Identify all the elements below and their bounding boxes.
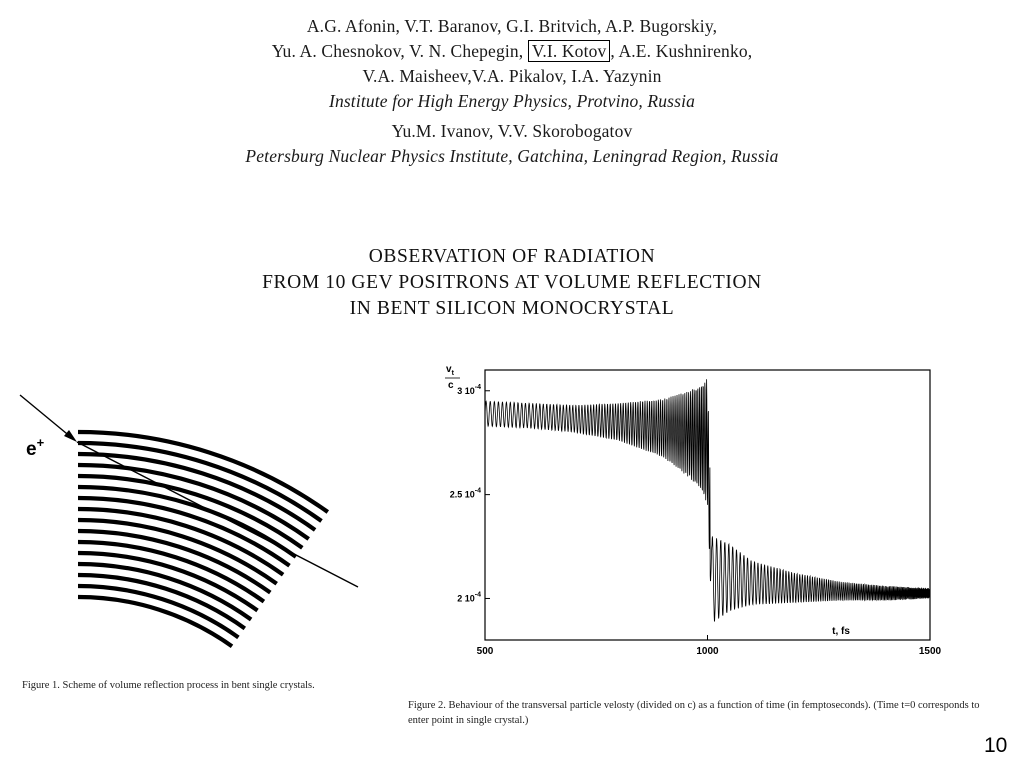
crystal-plane xyxy=(77,583,240,640)
arrow-head-icon xyxy=(64,430,77,442)
crystal-plane xyxy=(77,594,234,649)
figure-1-crystal-diagram: e+ xyxy=(19,394,359,649)
page-number: 10 xyxy=(984,734,1008,757)
figure-2-caption: Figure 2. Behaviour of the transversal p… xyxy=(408,700,980,726)
velocity-oscillation-line xyxy=(484,379,931,622)
crystal-plane xyxy=(77,484,298,559)
author-line-2-post: , A.E. Kushnirenko, xyxy=(610,41,753,61)
y-tick-label: 2.5 10-4 xyxy=(450,488,481,500)
crystal-plane xyxy=(77,572,247,631)
crystal-plane xyxy=(77,528,272,595)
author-block: A.G. Afonin, V.T. Baranov, G.I. Britvich… xyxy=(0,14,1024,169)
y-axis-label-numerator: vt xyxy=(446,364,455,377)
reflected-particle-track xyxy=(76,441,359,588)
crystal-plane xyxy=(77,561,253,622)
y-tick-label: 3 10-4 xyxy=(457,384,481,396)
title-line-3: IN BENT SILICON MONOCRYSTAL xyxy=(349,298,675,319)
author-line-2: Yu. A. Chesnokov, V. N. Chepegin, V.I. K… xyxy=(0,39,1024,64)
institution-pnpi: Petersburg Nuclear Physics Institute, Ga… xyxy=(245,146,779,166)
crystal-plane xyxy=(77,517,278,586)
crystal-plane xyxy=(77,539,266,604)
x-tick-label: 1000 xyxy=(696,646,719,657)
crystal-plane xyxy=(77,462,310,541)
title-line-1: OBSERVATION OF RADIATION xyxy=(368,246,656,267)
x-tick-label: 1500 xyxy=(919,646,942,657)
crystal-planes xyxy=(77,429,330,649)
author-line-1: A.G. Afonin, V.T. Baranov, G.I. Britvich… xyxy=(306,16,718,36)
boxed-author-name: V.I. Kotov xyxy=(527,40,611,62)
incoming-particle-track xyxy=(19,394,73,439)
author-line-3: V.A. Maisheev,V.A. Pikalov, I.A. Yazynin xyxy=(362,66,662,86)
crystal-plane xyxy=(77,495,291,568)
crystal-plane xyxy=(77,506,285,577)
crystal-plane xyxy=(77,429,330,514)
particle-label: e+ xyxy=(26,435,45,460)
y-tick-label: 2 10-4 xyxy=(457,591,481,603)
figure-1-caption: Figure 1. Scheme of volume reflection pr… xyxy=(22,680,315,691)
crystal-plane xyxy=(77,451,317,532)
x-tick-label: 500 xyxy=(477,646,494,657)
y-axis-label-denominator: c xyxy=(448,380,454,391)
crystal-plane xyxy=(77,550,259,613)
crystal-plane xyxy=(77,473,304,550)
institution-ihep: Institute for High Energy Physics, Protv… xyxy=(328,91,696,111)
paper-title: OBSERVATION OF RADIATION FROM 10 GEV POS… xyxy=(0,244,1024,322)
author-line-4: Yu.M. Ivanov, V.V. Skorobogatov xyxy=(391,121,633,141)
crystal-plane xyxy=(77,440,323,523)
figure-2-chart: vt c 500 1000 1500 t, fs 2 10-4 2.5 10-4 3 10-… xyxy=(445,364,942,657)
author-line-2-pre: Yu. A. Chesnokov, V. N. Chepegin, xyxy=(271,41,528,61)
x-axis-label: t, fs xyxy=(832,626,850,637)
title-line-2: FROM 10 GEV POSITRONS AT VOLUME REFLECTI… xyxy=(262,272,762,293)
plot-frame xyxy=(484,369,931,641)
